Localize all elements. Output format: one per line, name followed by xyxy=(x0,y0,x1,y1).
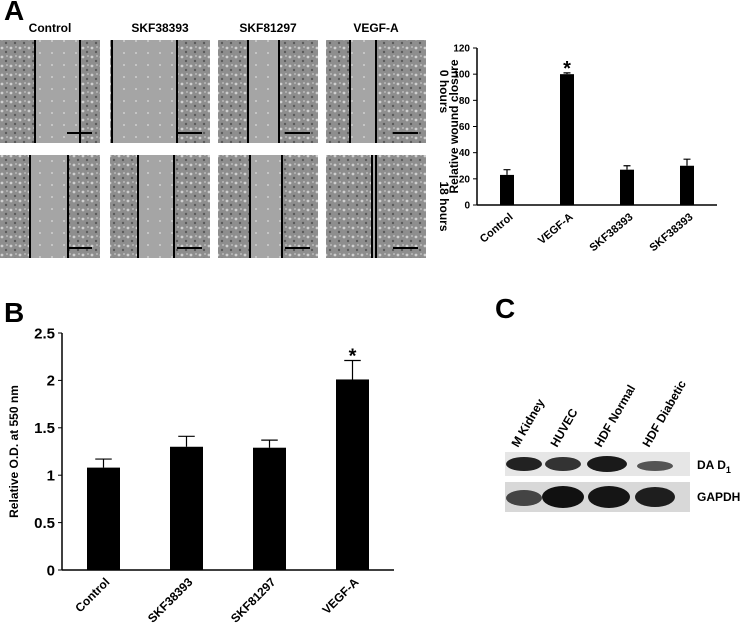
bar xyxy=(680,165,694,205)
error-bar xyxy=(503,169,511,175)
error-bar xyxy=(95,458,112,468)
y-tick-label: 0.5 xyxy=(34,515,55,532)
band-label: GAPDH xyxy=(697,490,740,504)
band xyxy=(635,487,675,507)
x-tick-label: SKF81297 xyxy=(228,575,279,626)
error-bar xyxy=(344,359,361,380)
x-tick-label: VEGF-A xyxy=(319,575,361,617)
wound-gap xyxy=(350,40,376,143)
bar xyxy=(87,467,120,570)
wound-gap xyxy=(138,155,174,258)
y-axis-label: Relative wound closure xyxy=(447,59,461,193)
error-bar xyxy=(178,435,195,447)
column-label: VEGF-A xyxy=(353,21,399,35)
x-tick-label: SKF38393 xyxy=(647,211,695,254)
y-tick-label: 60 xyxy=(459,122,471,133)
band-label-text: DA D xyxy=(697,458,726,472)
band xyxy=(637,461,673,471)
y-tick-label: 1.5 xyxy=(34,420,55,437)
western-blot: M Kidney HUVEC HDF Normal HDF Diabetic DA D1… xyxy=(505,378,740,512)
wound-gap xyxy=(30,155,68,258)
micrographs: Control SKF38393 SKF81297 VEGF-A 0 hours 18 h… xyxy=(0,21,451,258)
y-tick-label: 100 xyxy=(453,70,470,81)
band xyxy=(545,457,581,471)
y-tick-label: 0 xyxy=(464,201,470,212)
band xyxy=(506,490,542,506)
row-label: 0 hours xyxy=(437,70,451,114)
lane-label: HUVEC xyxy=(547,406,580,450)
bar xyxy=(170,446,203,570)
wound-gap xyxy=(250,155,282,258)
bar xyxy=(620,169,634,205)
y-tick-label: 2 xyxy=(47,373,55,390)
error-bar xyxy=(623,165,631,170)
panel-label: C xyxy=(495,293,515,324)
panel-label: A xyxy=(4,0,24,26)
wound-gap xyxy=(248,40,279,143)
bar xyxy=(253,447,286,570)
y-tick-label: 0 xyxy=(47,562,55,579)
lane-label: HDF Diabetic xyxy=(639,378,689,450)
wound-gap xyxy=(112,40,177,143)
x-tick-label: SKF38393 xyxy=(145,575,196,626)
wound-gap xyxy=(35,40,80,143)
bar xyxy=(336,379,369,570)
band xyxy=(587,456,627,472)
band-label: DA D1 xyxy=(697,458,731,475)
x-tick-label: SKF38393 xyxy=(587,211,635,254)
row-label: 18 hours xyxy=(437,181,451,231)
significance-label: * xyxy=(563,58,571,80)
bar xyxy=(500,174,514,205)
band-label-subscript: 1 xyxy=(726,465,731,475)
x-tick-label: Control xyxy=(72,575,112,615)
error-bar xyxy=(563,72,571,75)
band xyxy=(506,457,542,471)
y-tick-label: 80 xyxy=(459,96,471,107)
y-tick-label: 1 xyxy=(47,467,55,484)
error-bar xyxy=(261,439,278,448)
wound-gap xyxy=(372,155,376,258)
band xyxy=(542,486,584,508)
y-tick-label: 20 xyxy=(459,174,471,185)
column-label: SKF81297 xyxy=(239,21,297,35)
lane-label: M Kidney xyxy=(508,396,547,449)
error-bar xyxy=(683,158,691,166)
bar xyxy=(560,74,574,206)
x-tick-label: VEGF-A xyxy=(536,211,576,247)
column-label: Control xyxy=(29,21,72,35)
y-tick-label: 40 xyxy=(459,148,471,159)
y-tick-label: 2.5 xyxy=(34,325,55,342)
significance-label: * xyxy=(349,345,357,367)
y-tick-label: 120 xyxy=(453,44,470,55)
panel-label: B xyxy=(4,297,24,328)
y-axis-label: Relative O.D. at 550 nm xyxy=(7,385,21,518)
x-tick-label: Control xyxy=(478,211,516,245)
column-label: SKF38393 xyxy=(131,21,189,35)
lane-label: HDF Normal xyxy=(591,382,638,449)
band xyxy=(588,486,630,508)
